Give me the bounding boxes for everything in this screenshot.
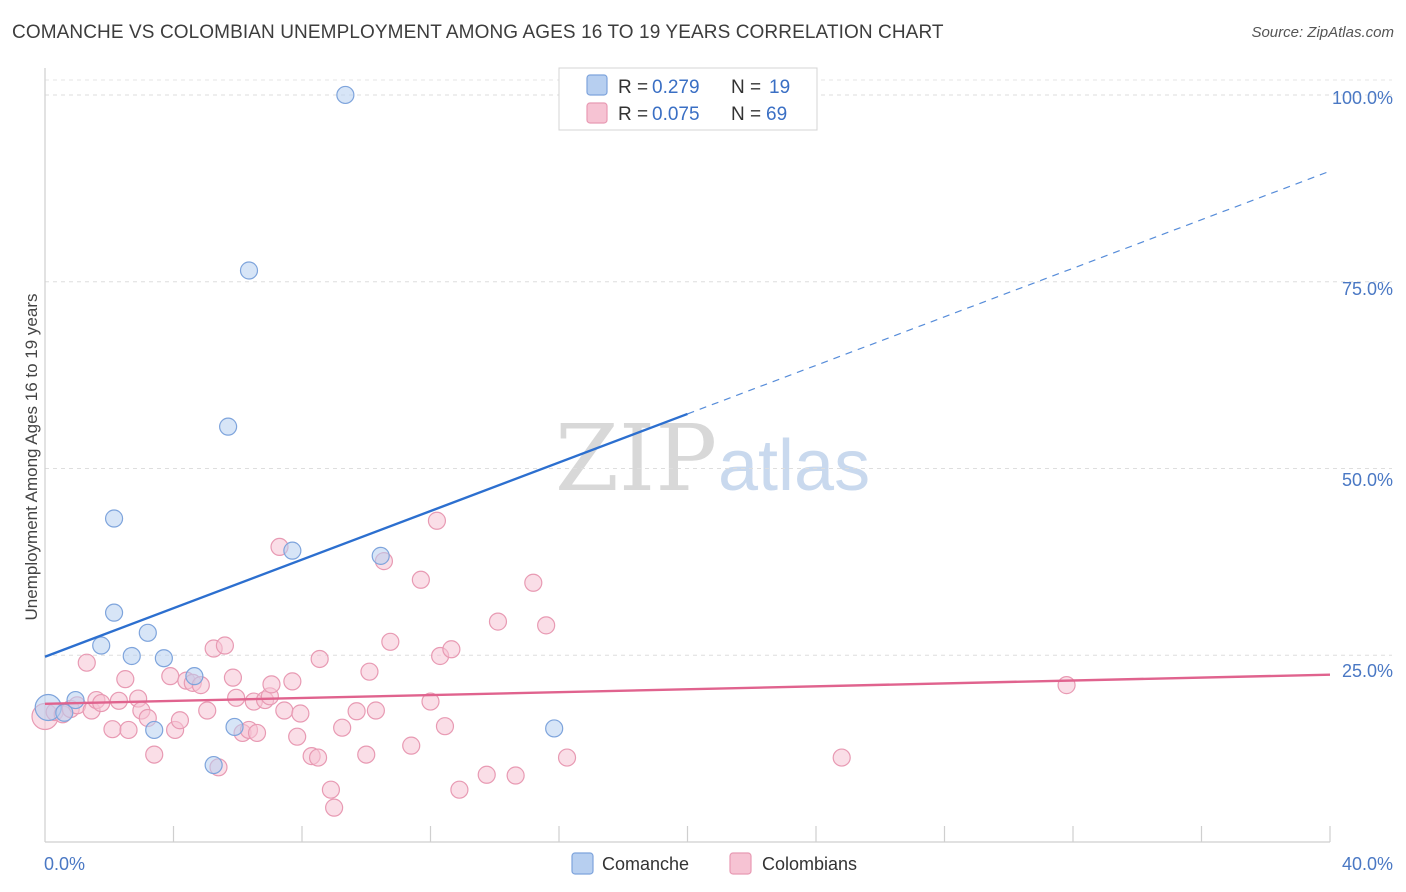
colombian-point-65 <box>427 511 447 530</box>
colombian-point-46 <box>333 718 352 737</box>
colombian-point-5 <box>77 653 96 672</box>
colombian-point-40 <box>291 704 310 723</box>
comanche-point-16 <box>336 85 355 105</box>
legend-n-value-comanche: 19 <box>769 77 790 98</box>
colombian-point-35 <box>262 675 281 694</box>
correlation-legend: R = 0.279 N = 19 R = 0.075 N = 69 <box>558 67 818 131</box>
colombian-point-61 <box>506 766 525 785</box>
colombian-point-23 <box>198 701 217 720</box>
chart-source: Source: ZipAtlas.com <box>1251 24 1394 41</box>
y-axis-label: Unemployment Among Ages 16 to 19 years <box>22 294 41 621</box>
colombian-point-53 <box>411 570 430 589</box>
comanche-trend-line <box>44 412 688 658</box>
colombian-point-37 <box>275 701 294 720</box>
comanche-series-points <box>34 85 564 775</box>
legend-n-label-comanche: N = <box>731 77 761 98</box>
colombian-trend-line <box>44 673 1331 705</box>
colombian-point-58 <box>450 780 469 799</box>
colombian-point-38 <box>283 672 302 691</box>
bottom-legend-swatch-colombian <box>729 852 752 875</box>
colombian-point-66 <box>832 748 851 767</box>
y-tick-label-75: 75.0% <box>1342 279 1393 299</box>
comanche-point-8 <box>145 720 164 740</box>
legend-swatch-comanche <box>586 74 608 96</box>
trend-lines <box>44 170 1331 705</box>
colombian-point-19 <box>170 711 190 730</box>
watermark-atlas: atlas <box>718 426 870 506</box>
comanche-point-12 <box>219 417 238 436</box>
comanche-point-14 <box>239 261 259 280</box>
colombian-point-63 <box>537 616 556 635</box>
watermark-zip: ZIP <box>555 405 717 512</box>
colombian-point-43 <box>310 649 329 669</box>
colombian-point-26 <box>215 636 234 655</box>
comanche-point-4 <box>104 603 124 622</box>
colombian-point-67 <box>1057 676 1076 695</box>
comanche-point-3 <box>92 636 111 655</box>
colombian-point-11 <box>116 670 135 689</box>
comanche-point-5 <box>104 509 124 528</box>
colombian-point-12 <box>119 720 138 740</box>
colombian-point-51 <box>381 632 400 651</box>
colombian-point-52 <box>402 736 421 755</box>
comanche-point-10 <box>185 667 204 686</box>
comanche-point-9 <box>154 649 173 668</box>
bottom-legend-swatch-comanche <box>571 852 594 875</box>
colombian-point-59 <box>477 765 496 784</box>
comanche-point-15 <box>283 541 302 560</box>
x-tick-label-max: 40.0% <box>1342 854 1393 874</box>
colombian-point-9 <box>103 720 122 739</box>
legend-r-label-comanche: R = <box>618 77 648 98</box>
colombian-point-45 <box>325 798 344 817</box>
legend-r-label-colombian: R = <box>618 104 648 125</box>
colombian-point-16 <box>145 745 164 764</box>
x-axis-ticks <box>172 826 1331 842</box>
series-legend: Comanche Colombians <box>571 852 857 875</box>
colombian-point-60 <box>488 612 508 631</box>
colombian-point-49 <box>366 701 385 720</box>
y-tick-label-50: 50.0% <box>1342 470 1393 490</box>
colombian-point-27 <box>223 668 243 687</box>
comanche-point-6 <box>122 646 141 666</box>
legend-swatch-colombian <box>586 102 608 124</box>
y-tick-label-25: 25.0% <box>1342 661 1393 681</box>
chart-title: COMANCHE VS COLOMBIAN UNEMPLOYMENT AMONG… <box>12 22 944 43</box>
watermark: ZIP atlas <box>555 405 870 512</box>
bottom-legend-label-comanche: Comanche <box>602 854 689 874</box>
colombian-point-44 <box>321 780 341 799</box>
colombian-point-42 <box>308 748 328 767</box>
colombian-point-48 <box>360 662 379 681</box>
colombian-point-28 <box>227 688 246 707</box>
legend-r-value-comanche: 0.279 <box>652 77 700 98</box>
legend-n-label-colombian: N = <box>731 104 761 125</box>
gridlines <box>45 79 1392 656</box>
comanche-point-7 <box>138 623 157 642</box>
colombian-point-57 <box>442 640 461 659</box>
colombian-point-39 <box>288 727 307 746</box>
comanche-point-17 <box>371 546 390 565</box>
legend-n-value-colombian: 69 <box>766 104 787 125</box>
y-tick-label-100: 100.0% <box>1332 88 1393 108</box>
y-tick-labels: 25.0% 50.0% 75.0% 100.0% <box>1332 88 1393 681</box>
colombian-point-68 <box>357 745 376 764</box>
x-tick-label-min: 0.0% <box>44 854 85 874</box>
comanche-point-2 <box>66 690 85 710</box>
colombian-point-64 <box>557 748 577 767</box>
colombian-point-56 <box>435 717 455 736</box>
colombian-point-17 <box>161 667 180 686</box>
colombian-point-54 <box>421 692 440 711</box>
colombian-point-32 <box>247 723 267 743</box>
colombian-series-points <box>31 511 1076 817</box>
bottom-legend-label-colombian: Colombians <box>762 854 857 874</box>
legend-r-value-colombian: 0.075 <box>652 104 700 125</box>
comanche-point-18 <box>545 719 564 738</box>
comanche-point-13 <box>225 717 244 737</box>
comanche-point-11 <box>204 755 223 775</box>
colombian-point-47 <box>347 702 366 721</box>
comanche-trend-line-extension <box>687 170 1331 415</box>
colombian-point-62 <box>524 573 543 592</box>
